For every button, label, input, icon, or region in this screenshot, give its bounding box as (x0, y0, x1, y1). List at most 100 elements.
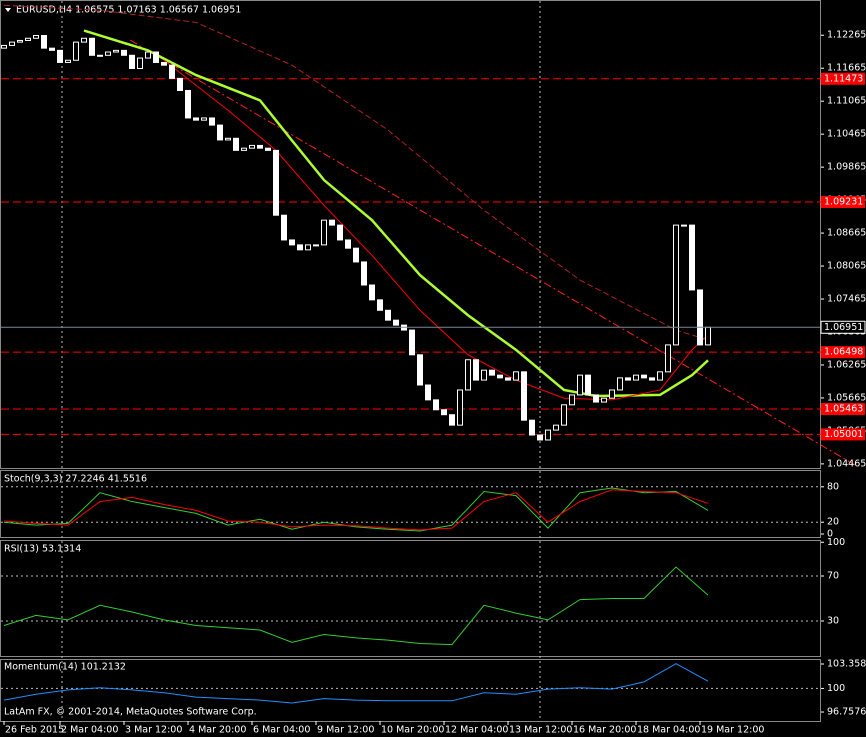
indicator-line (3, 489, 709, 531)
price-level-label: 1.09231 (824, 196, 863, 207)
candle-body (433, 399, 439, 411)
momentum-title: Momentum(14) 101.2132 (4, 662, 126, 673)
y-tick-label: 1.09865 (827, 162, 866, 173)
indicator-line (83, 29, 709, 398)
x-tick-label: 18 Mar 04:00 (637, 725, 700, 736)
candle-body (89, 37, 95, 56)
candle-body (505, 377, 511, 381)
candle-body (281, 214, 287, 241)
candle-body (25, 37, 31, 41)
candle-body (313, 244, 319, 247)
candle-body (81, 37, 87, 43)
candle-body (609, 389, 615, 399)
stoch-frame (0, 470, 821, 538)
price-level-box (821, 403, 865, 416)
candle-body (113, 49, 119, 53)
candle-body (561, 404, 567, 426)
candle-body (41, 35, 47, 49)
x-tick-label: 16 Mar 20:00 (573, 725, 636, 736)
candle-body (297, 244, 303, 251)
candle-body (681, 224, 687, 227)
y-tick-label: 100 (827, 683, 845, 694)
candle-body (345, 239, 351, 249)
candle-body (537, 434, 543, 441)
y-tick-label: 1.11065 (827, 96, 866, 107)
x-tick-label: 6 Mar 04:00 (253, 725, 310, 736)
y-tick-label: 70 (827, 571, 839, 582)
price-level-box (821, 428, 865, 441)
candle-body (417, 354, 423, 386)
candle-body (377, 299, 383, 311)
candle-body (273, 149, 279, 216)
candle-body (665, 344, 671, 373)
copyright: LatAm FX, © 2001-2014, MetaQuotes Softwa… (4, 707, 257, 718)
candle-body (249, 144, 255, 149)
x-tick-label: 26 Feb 2015 (5, 725, 64, 736)
candle-body (465, 359, 471, 391)
current-price-box (820, 320, 866, 334)
menu-triangle[interactable] (5, 8, 11, 12)
candle-body (9, 41, 15, 46)
candle-body (169, 64, 175, 79)
candle-body (577, 374, 583, 396)
candle-body (137, 57, 143, 69)
candle-body (625, 377, 631, 381)
candle-body (241, 147, 247, 151)
candle-body (305, 244, 311, 251)
frames (0, 0, 821, 722)
price-level-box (821, 195, 865, 208)
y-tick-label: 103.3589 (827, 659, 866, 670)
candle-body (193, 117, 199, 121)
candle-body (289, 239, 295, 246)
y-tick-label: 96.7576 (827, 707, 866, 718)
candle-body (369, 284, 375, 301)
main-title: EURUSD,H4 1.06575 1.07163 1.06567 1.0695… (16, 5, 241, 16)
candle-body (489, 369, 495, 376)
candle-body (209, 117, 215, 126)
price-level-label: 1.11473 (824, 73, 863, 84)
y-tick-label: 1.06265 (827, 359, 866, 370)
indicator-line (3, 4, 709, 341)
y-tick-label: 0 (827, 529, 833, 540)
candle-body (385, 309, 391, 321)
candle-body (497, 374, 503, 379)
price-level-label: 1.05001 (824, 429, 863, 440)
candle-body (393, 319, 399, 326)
candle-body (585, 374, 591, 396)
candle-body (57, 49, 63, 63)
y-tick-label: 1.10465 (827, 129, 866, 140)
candle-body (233, 137, 239, 151)
rsi-title: RSI(13) 53.1314 (4, 544, 81, 555)
candle-body (201, 117, 207, 121)
candle-body (641, 374, 647, 379)
candle-body (633, 374, 639, 381)
candle-body (17, 39, 23, 43)
price-level-box (821, 72, 865, 85)
candle-body (257, 144, 263, 149)
candle-body (73, 41, 79, 61)
y-tick-label: 1.08065 (827, 261, 866, 272)
indicator-line (3, 663, 709, 704)
trend-line (129, 39, 856, 466)
y-tick-label: 30 (827, 616, 839, 627)
candle-body (553, 424, 559, 431)
candle-body (705, 326, 711, 346)
candle-body (105, 51, 111, 56)
candle-body (49, 47, 55, 51)
y-tick-label: 20 (827, 517, 839, 528)
main-frame (0, 0, 821, 469)
candle-body (65, 59, 71, 63)
candle-body (657, 371, 663, 381)
price-level-label: 1.06498 (824, 347, 863, 358)
x-tick-label: 12 Mar 04:00 (445, 725, 508, 736)
candle-body (457, 389, 463, 426)
candle-body (185, 89, 191, 119)
candle-body (121, 49, 127, 56)
candle-body (601, 397, 607, 403)
candle-body (473, 359, 479, 381)
candle-body (337, 224, 343, 241)
candle-body (425, 384, 431, 401)
candle-body (481, 369, 487, 381)
